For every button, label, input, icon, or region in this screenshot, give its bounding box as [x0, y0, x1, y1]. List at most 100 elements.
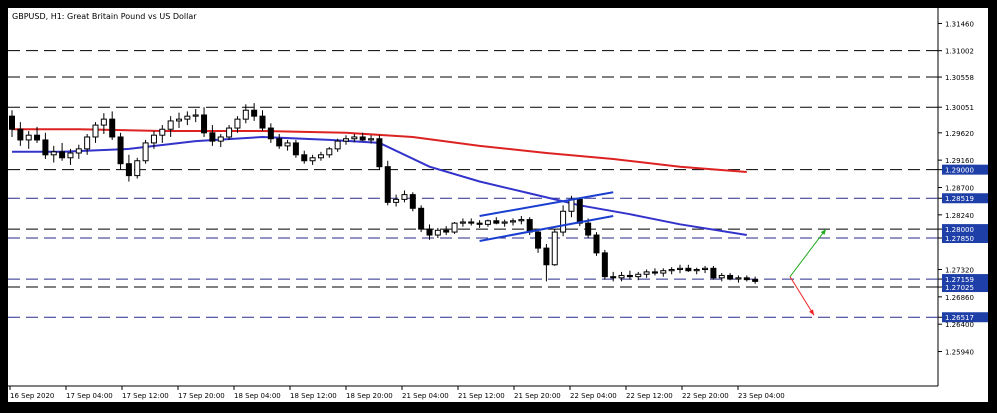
candle-body [201, 114, 208, 134]
channel-line [479, 191, 614, 218]
candle-body [576, 198, 583, 224]
price-tick-label: 1.28000 [945, 226, 974, 234]
candle-body [234, 118, 241, 129]
candle-body [418, 207, 425, 230]
candle-body [693, 269, 700, 272]
candle-body [267, 127, 274, 140]
time-tick-label: 18 Sep 20:00 [346, 392, 393, 400]
candle-body [376, 138, 383, 168]
time-axis-area [8, 386, 988, 402]
time-tick-label: 17 Sep 12:00 [122, 392, 169, 400]
price-tag-background [942, 274, 988, 285]
candle-body [176, 118, 182, 122]
plot-area [8, 8, 938, 386]
price-tick-label: 1.29160 [945, 157, 974, 165]
time-tick-label: 22 Sep 12:00 [626, 392, 673, 400]
bearish-arrow [789, 276, 815, 316]
time-tick-label: 21 Sep 12:00 [458, 392, 505, 400]
candle-body [568, 198, 575, 212]
time-tick-label: 16 Sep 2020 [10, 392, 54, 400]
price-tag-background [942, 164, 988, 175]
time-tick-label: 23 Sep 04:00 [738, 392, 785, 400]
candle-body [34, 134, 41, 141]
price-tick-label: 1.27159 [945, 276, 974, 284]
candle-body [510, 220, 516, 223]
candle-body [618, 274, 625, 279]
candle-body [284, 142, 291, 147]
candle-body [292, 142, 299, 156]
candle-body [735, 277, 742, 280]
price-tick-label: 1.28700 [945, 184, 974, 192]
candle-body [501, 221, 508, 224]
price-tick-label: 1.28240 [945, 212, 974, 220]
chart-title: GBPUSD, H1: Great Britain Pound vs US Do… [12, 12, 197, 21]
price-tick-label: 1.30051 [945, 104, 974, 112]
candle-body [493, 220, 500, 224]
candle-body [50, 151, 57, 156]
candle-body [100, 118, 107, 126]
candle-body [601, 252, 608, 278]
candle-body [159, 128, 166, 136]
candle-body [359, 136, 366, 141]
moving-averages [12, 128, 747, 236]
candle-body [109, 118, 116, 138]
price-tick-label: 1.31460 [945, 20, 974, 28]
price-tag-background [942, 312, 988, 323]
candle-body [626, 274, 633, 278]
candle-body [142, 142, 149, 162]
candle-body [585, 222, 592, 236]
candle-body [685, 267, 692, 272]
bullish-arrow [789, 228, 827, 277]
candle-body [635, 273, 642, 278]
price-tick-label: 1.29620 [945, 130, 974, 138]
candle-body [192, 114, 199, 117]
candle-body [259, 115, 266, 129]
time-tick-label: 22 Sep 04:00 [570, 392, 617, 400]
candle-body [242, 109, 249, 120]
time-axis-labels: 16 Sep 2020 17 Sep 04:00 17 Sep 12:00 17 Se… [9, 386, 785, 400]
candle-body [451, 222, 458, 233]
candle-body [743, 277, 750, 281]
candle-body [752, 279, 759, 282]
candle-body [401, 194, 408, 200]
candle-body [384, 166, 391, 203]
candle-body [459, 221, 466, 224]
candles [9, 103, 759, 284]
candle-body [409, 194, 416, 209]
price-tag-background [942, 233, 988, 244]
candle-body [317, 154, 324, 159]
candle-body [276, 138, 283, 147]
candle-body [434, 229, 441, 236]
direction-arrows [789, 228, 827, 316]
candle-body [17, 128, 24, 141]
candle-body [167, 120, 174, 130]
candle-body [727, 274, 734, 280]
candle-body [125, 163, 132, 177]
candle-body [9, 115, 15, 130]
price-tag-background [942, 282, 988, 293]
candle-body [651, 271, 658, 274]
price-tick-label: 1.28519 [945, 195, 974, 203]
candle-body [710, 267, 717, 279]
price-tag-background [942, 193, 988, 204]
channel-line [479, 215, 614, 242]
candle-body [668, 269, 675, 272]
candle-body [92, 124, 99, 138]
price-tick-label: 1.31002 [945, 48, 974, 56]
candle-body [84, 136, 91, 150]
candle-body [59, 151, 66, 159]
candle-body [643, 271, 650, 275]
bullish-arrow-head [820, 229, 826, 235]
candle-body [551, 231, 558, 266]
candle-body [351, 136, 358, 140]
candle-body [301, 154, 308, 162]
price-tick-label: 1.27320 [945, 267, 974, 275]
time-tick-label: 17 Sep 04:00 [66, 392, 113, 400]
candle-body [134, 160, 141, 177]
time-tick-label: 21 Sep 04:00 [402, 392, 449, 400]
candle-body [393, 198, 400, 203]
candle-body [468, 221, 475, 224]
candle-body [150, 134, 157, 144]
